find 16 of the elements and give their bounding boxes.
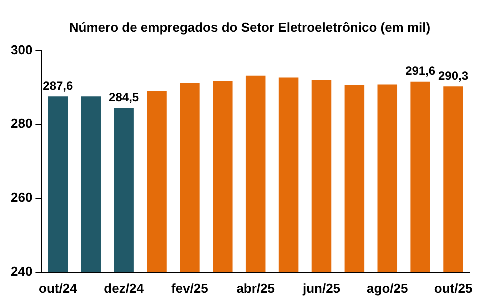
data-label: 290,3 xyxy=(438,68,469,83)
x-tick-label: abr/25 xyxy=(236,280,275,296)
x-tick-label: ago/25 xyxy=(367,280,408,296)
x-tick-label: out/24 xyxy=(39,280,78,296)
x-tick-label: dez/24 xyxy=(104,280,145,296)
data-label: 287,6 xyxy=(43,78,74,93)
y-tick-label: 240 xyxy=(10,264,33,279)
y-tick-label: 300 xyxy=(10,42,33,58)
x-tick-label: fev/25 xyxy=(172,280,208,296)
x-tick-label: out/25 xyxy=(434,280,473,296)
chart-title: Número de empregados do Setor Eletroeletrônico (em mil) xyxy=(68,20,432,37)
y-tick-label: 280 xyxy=(10,116,33,132)
y-tick-label: 260 xyxy=(10,190,33,206)
x-tick-label: jun/25 xyxy=(302,280,341,296)
data-label: 291,6 xyxy=(406,64,436,78)
data-label: 284,5 xyxy=(109,90,140,104)
